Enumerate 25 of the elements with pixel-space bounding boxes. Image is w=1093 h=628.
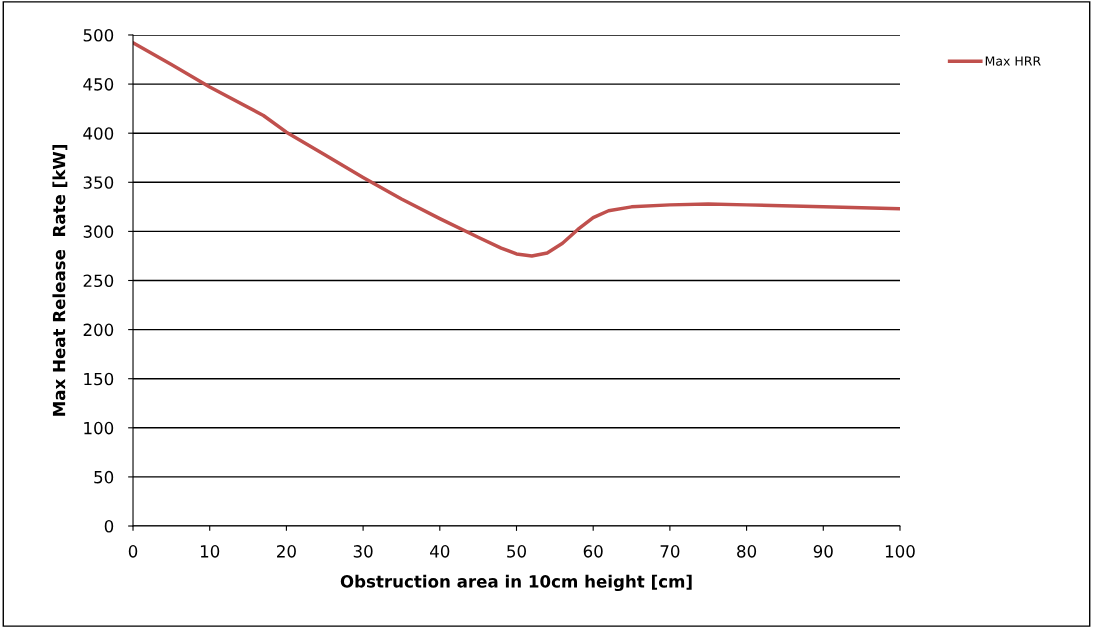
y-tick-label: 0 [104,519,114,533]
x-tick-label: 70 [660,545,680,558]
x-tick-label: 0 [128,545,138,558]
x-tick-label: 10 [200,545,220,558]
x-tick-label: 80 [737,545,757,558]
x-tick-label: 90 [813,545,833,558]
x-tick-label: 20 [277,545,296,558]
x-axis-title: Obstruction area in 10cm height [cm] [340,574,692,592]
y-tick-label: 150 [84,372,114,386]
y-tick-label: 450 [83,78,114,91]
y-tick-label: 350 [83,176,114,189]
x-tick-label: 60 [583,545,603,558]
y-tick-label: 400 [83,127,114,140]
x-tick-label: 50 [507,545,526,558]
x-tick-label: 30 [353,545,373,558]
y-tick-label: 500 [83,28,114,42]
x-tick-label: 40 [430,545,450,558]
y-tick-label: 300 [83,225,114,238]
y-tick-label: 50 [94,470,114,484]
y-tick-label: 250 [83,274,114,288]
y-tick-label: 100 [84,421,114,435]
y-tick-label: 200 [83,323,114,337]
legend-label: Max HRR [985,56,1041,66]
x-tick-label: 100 [885,545,915,558]
y-axis-title: Max Heat Release Rate [kW] [52,145,68,416]
